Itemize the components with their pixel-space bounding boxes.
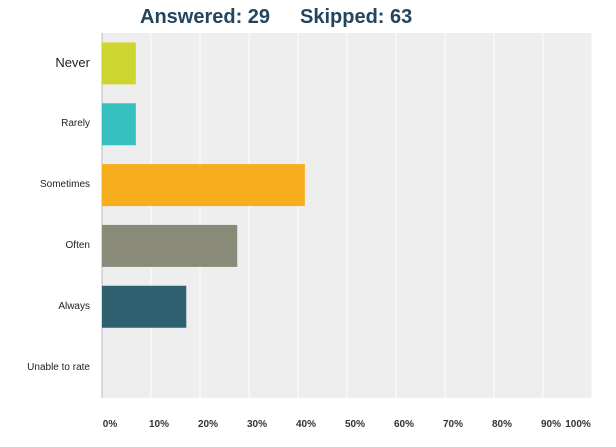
chart-header: Answered: 29 Skipped: 63 xyxy=(0,0,616,40)
x-tick-label: 60% xyxy=(393,419,415,430)
bar-often xyxy=(102,224,238,267)
x-tick-label: 0% xyxy=(102,419,118,430)
x-tick-label: 40% xyxy=(295,419,317,430)
x-tick-label: 100% xyxy=(565,419,591,430)
category-label: Always xyxy=(58,300,90,312)
x-tick-label: 90% xyxy=(540,419,562,430)
category-label: Never xyxy=(55,55,90,71)
x-tick-label: 50% xyxy=(344,419,366,430)
bar-always xyxy=(102,285,187,328)
bar-never xyxy=(102,42,136,85)
x-tick-label: 80% xyxy=(491,419,513,430)
x-tick-label: 20% xyxy=(197,419,219,430)
bar-sometimes xyxy=(102,164,305,207)
answered-count: Answered: 29 xyxy=(140,6,271,28)
category-label: Unable to rate xyxy=(27,361,90,373)
category-label: Often xyxy=(65,239,90,251)
category-label: Rarely xyxy=(61,118,90,130)
skipped-count: Skipped: 63 xyxy=(300,6,413,28)
bar-rarely xyxy=(102,103,136,146)
x-tick-label: 70% xyxy=(442,419,464,430)
x-tick-label: 30% xyxy=(246,419,268,430)
x-tick-label: 10% xyxy=(148,419,170,430)
category-label: Sometimes xyxy=(39,179,90,191)
